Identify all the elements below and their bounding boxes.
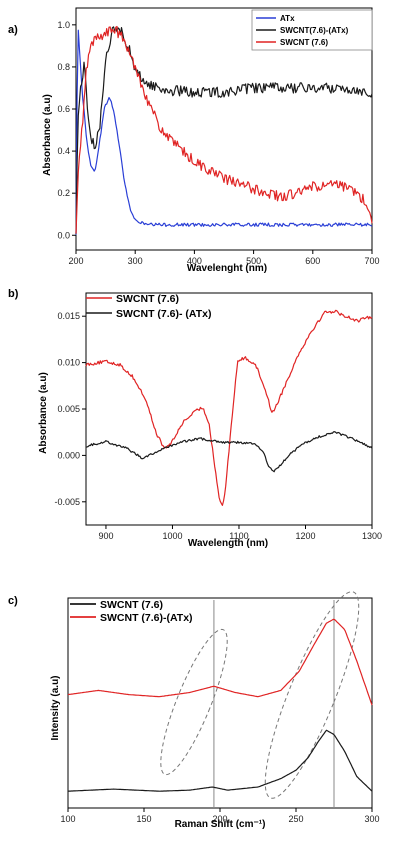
panel-a-legend-label-swcnt: SWCNT (7.6): [280, 38, 328, 47]
panel-c-series-line: [67, 618, 373, 706]
panel-a-xtick-label: 500: [246, 256, 261, 266]
panel-c-xtick-label: 300: [364, 814, 379, 824]
panel-a-ytick-label: 0.4: [57, 146, 70, 156]
panel-c-xtick-label: 250: [288, 814, 303, 824]
panel-a-ytick-label: 0.2: [57, 188, 70, 198]
panel-c-xlabel: Raman Shift (cm⁻¹): [175, 819, 266, 830]
panel-b-xlabel: Wavelength (nm): [188, 538, 268, 549]
panel-b-ytick-label: 0.005: [57, 404, 80, 414]
panel-a-series: [75, 25, 373, 235]
panel-a-ytick-label: 1.0: [57, 20, 70, 30]
panel-a-ytick-label: 0.8: [57, 62, 70, 72]
panel-b-axes: 900 1000 1100 1200 1300 -0.005 0.000 0.005 0.010…: [54, 292, 382, 541]
panel-b-series-line: [85, 309, 373, 506]
panel-c-xtick-label: 200: [212, 814, 227, 824]
panel-a-ylabel: Absorbance (a.u): [42, 94, 53, 176]
panel-b-series: [85, 309, 373, 506]
panel-b-xtick-label: 1300: [362, 531, 382, 541]
panel-b-plot-frame: [85, 292, 373, 526]
panel-b-chart: b) Absorbance (a.u) Wavelength (nm) 900 1…: [8, 288, 382, 549]
panel-c-series-line: [67, 729, 373, 792]
panel-b-xtick-label: 1100: [229, 531, 248, 541]
panel-b-label: b): [8, 288, 19, 300]
panel-b-legend-label-swcnt-atx: SWCNT (7.6)- (ATx): [116, 308, 211, 320]
panel-b-legend-label-swcnt: SWCNT (7.6): [116, 293, 179, 305]
panel-b-ytick-label: 0.000: [57, 450, 80, 460]
panel-c-rbm-ellipse-left: [160, 628, 228, 776]
panel-a-xtick-label: 200: [68, 256, 83, 266]
panel-b-ytick-label: -0.005: [54, 497, 80, 507]
panel-c-chart: c) Intensity (a.u) Raman Shift (cm⁻¹) 10…: [8, 591, 380, 830]
panel-a-xtick-label: 700: [364, 256, 379, 266]
panel-a-ytick-label: 0.6: [57, 104, 70, 114]
panel-b-ytick-label: 0.010: [57, 358, 80, 368]
panel-a-legend-label-swcnt-atx: SWCNT(7.6)-(ATx): [280, 26, 349, 35]
panel-a-series-line: [75, 25, 373, 234]
panel-a-legend-label-atx: ATx: [280, 14, 295, 23]
panel-a-xtick-label: 400: [187, 256, 202, 266]
panel-c-plot-frame: [67, 597, 373, 809]
panel-b-xtick-label: 900: [98, 531, 113, 541]
panel-c-rbm-ellipse-right: [264, 591, 360, 799]
panel-a-axes: 200 300 400 500 600 700 0.0 0.2 0.4 0.6 0.8 1.0: [57, 7, 380, 266]
panel-c-legend: SWCNT (7.6) SWCNT (7.6)-(ATx): [70, 599, 193, 624]
panel-b-ylabel: Absorbance (a.u): [38, 372, 49, 454]
panel-a-chart: a) Absorbance (a.u) Wavelenght (nm) 200 3…: [8, 7, 380, 274]
panel-b-xtick-label: 1200: [295, 531, 315, 541]
panel-b-xtick-label: 1000: [162, 531, 182, 541]
panel-c-legend-label-swcnt-atx: SWCNT (7.6)-(ATx): [100, 612, 193, 624]
panel-a-series-line: [75, 29, 373, 235]
panel-b-series-line: [85, 431, 373, 473]
panel-a-xtick-label: 600: [305, 256, 320, 266]
panel-c-ylabel: Intensity (a.u): [50, 675, 61, 740]
panel-c-xtick-label: 100: [60, 814, 75, 824]
panel-a-ytick-label: 0.0: [57, 230, 70, 240]
panel-c-xtick-label: 150: [136, 814, 151, 824]
panel-a-plot-frame: [75, 7, 373, 251]
panel-a-xtick-label: 300: [128, 256, 143, 266]
panel-c-legend-label-swcnt: SWCNT (7.6): [100, 599, 163, 611]
panel-a-series-line: [75, 26, 373, 234]
panel-c-series: [67, 618, 373, 792]
panel-c-annotations: [160, 591, 360, 799]
panel-a-label: a): [8, 24, 18, 36]
panel-c-axes: 100 150 200 250 300: [60, 597, 380, 824]
panel-a-legend: ATx SWCNT(7.6)-(ATx) SWCNT (7.6): [251, 9, 373, 51]
panel-a-xlabel: Wavelenght (nm): [187, 263, 267, 274]
panel-c-label: c): [8, 595, 18, 607]
panel-b-legend: SWCNT (7.6) SWCNT (7.6)- (ATx): [86, 293, 211, 320]
panel-b-ytick-label: 0.015: [57, 311, 80, 321]
